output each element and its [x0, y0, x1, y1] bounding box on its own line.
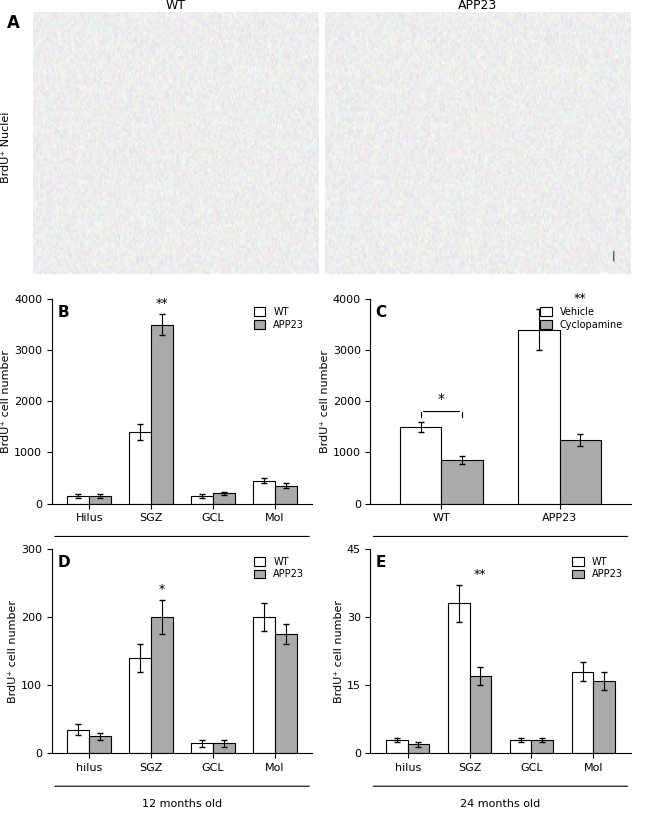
Bar [254, 481, 275, 504]
Bar [448, 604, 469, 753]
Bar [560, 440, 601, 504]
Title: APP23: APP23 [458, 0, 497, 12]
Legend: Vehicle, Cyclopamine: Vehicle, Cyclopamine [537, 304, 626, 333]
Bar [151, 324, 173, 504]
Bar [68, 496, 89, 504]
Text: BrdU⁺ Nuclei: BrdU⁺ Nuclei [1, 111, 12, 183]
Bar [386, 740, 408, 753]
Text: *: * [438, 392, 445, 406]
Bar [593, 681, 615, 753]
Text: D: D [57, 555, 70, 570]
Bar [254, 617, 275, 753]
Bar [213, 744, 235, 753]
Legend: WT, APP23: WT, APP23 [569, 554, 626, 582]
Bar [469, 676, 491, 753]
Y-axis label: BrdU⁺ cell number: BrdU⁺ cell number [334, 600, 344, 703]
Bar [441, 460, 483, 504]
Text: 3 months old: 3 months old [146, 549, 218, 559]
Text: *: * [159, 583, 165, 595]
Y-axis label: BrdU⁺ cell number: BrdU⁺ cell number [1, 350, 12, 453]
Bar [572, 672, 593, 753]
Bar [518, 329, 560, 504]
Bar [275, 634, 296, 753]
Bar [510, 740, 532, 753]
Bar [400, 427, 441, 504]
Text: 12 months old: 12 months old [142, 799, 222, 808]
Bar [89, 736, 111, 753]
Title: WT: WT [166, 0, 185, 12]
Bar [129, 432, 151, 504]
Text: C: C [376, 305, 387, 320]
Text: E: E [376, 555, 386, 570]
Bar [151, 617, 173, 753]
Bar [213, 493, 235, 504]
Bar [68, 730, 89, 753]
Y-axis label: BrdU⁺ cell number: BrdU⁺ cell number [8, 600, 18, 703]
Bar [89, 496, 111, 504]
Text: **: ** [574, 292, 586, 305]
Text: **: ** [474, 568, 487, 581]
Text: 3 months old: 3 months old [464, 549, 537, 559]
Bar [191, 496, 213, 504]
Text: B: B [57, 305, 69, 320]
Bar [129, 658, 151, 753]
Text: |: | [612, 251, 615, 261]
Bar [191, 744, 213, 753]
Bar [408, 744, 429, 753]
Text: **: ** [155, 297, 168, 310]
Legend: WT, APP23: WT, APP23 [251, 304, 307, 333]
Text: 24 months old: 24 months old [460, 799, 541, 808]
Legend: WT, APP23: WT, APP23 [251, 554, 307, 582]
Y-axis label: BrdU⁺ cell number: BrdU⁺ cell number [320, 350, 330, 453]
Text: A: A [6, 14, 20, 32]
Bar [275, 486, 296, 504]
Bar [532, 740, 553, 753]
